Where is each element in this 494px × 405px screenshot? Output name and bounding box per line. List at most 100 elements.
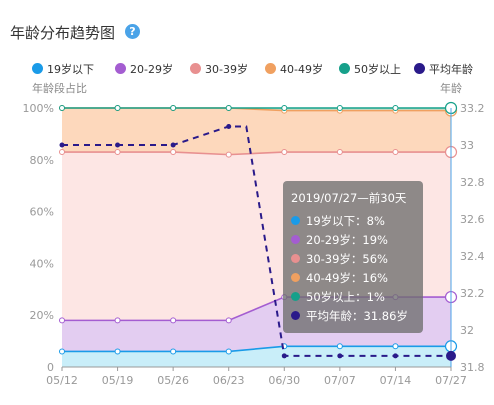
data-point — [225, 105, 232, 111]
data-point — [225, 317, 232, 324]
legend-item-40-49[interactable]: 40-49岁 — [265, 61, 323, 77]
data-point — [114, 348, 121, 355]
x-tick-label: 07/27 — [435, 374, 467, 387]
data-point — [170, 348, 177, 355]
data-point — [336, 105, 343, 111]
tooltip-row: 平均年龄：31.86岁 — [291, 308, 408, 324]
x-tick-label: 05/26 — [157, 374, 189, 387]
legend-dot — [339, 62, 350, 74]
legend-label: 20-29岁 — [130, 63, 173, 76]
legend-label: 平均年龄 — [429, 63, 473, 76]
data-point — [281, 149, 288, 156]
tooltip: 2019/07/27—前30天 19岁以下：8% 20-29岁：19% 30-3… — [283, 181, 423, 333]
x-tick-label: 07/07 — [324, 374, 356, 387]
chart-title: 年龄分布趋势图 — [10, 24, 116, 42]
x-tick-label: 07/14 — [380, 374, 412, 387]
legend-label: 30-39岁 — [205, 63, 248, 76]
x-tick-label: 05/19 — [102, 374, 134, 387]
avg-age-point — [115, 142, 121, 148]
data-point — [59, 105, 65, 111]
avg-age-point — [226, 124, 232, 129]
tooltip-dot — [291, 235, 300, 244]
y-tick-label: 80% — [30, 154, 54, 167]
avg-age-point — [170, 142, 176, 148]
tooltip-row: 19岁以下：8% — [291, 213, 385, 229]
y2-tick-label: 32.2 — [460, 287, 485, 300]
x-tick-label: 05/12 — [46, 374, 78, 387]
tooltip-row-text: 20-29岁：19% — [306, 233, 388, 247]
right-axis-title: 年龄 — [440, 82, 462, 95]
data-point — [392, 343, 399, 350]
y-tick-label: 100% — [23, 102, 54, 115]
data-point — [170, 317, 177, 324]
y-tick-label: 20% — [30, 309, 54, 322]
legend-item-30-39[interactable]: 30-39岁 — [190, 61, 248, 77]
data-point — [281, 105, 288, 111]
legend-item-under-19[interactable]: 19岁以下 — [32, 61, 94, 77]
legend-item-over-50[interactable]: 50岁以上 — [339, 61, 401, 77]
tooltip-row-text: 50岁以上：1% — [306, 290, 385, 304]
data-point — [170, 149, 177, 156]
tooltip-row: 50岁以上：1% — [291, 289, 385, 305]
left-axis-title: 年龄段占比 — [32, 82, 87, 95]
data-point — [59, 317, 65, 324]
tooltip-row-text: 30-39岁：56% — [306, 252, 388, 266]
area-40-49岁 — [62, 108, 451, 155]
avg-age-point — [392, 353, 398, 359]
help-icon[interactable]: ? — [125, 24, 140, 39]
tooltip-row: 40-49岁：16% — [291, 270, 388, 286]
y2-tick-label: 32.8 — [460, 176, 485, 189]
series-line — [62, 345, 451, 353]
data-point — [59, 149, 65, 156]
avg-age-point — [59, 142, 65, 148]
tooltip-dot — [291, 216, 300, 225]
tooltip-row-text: 平均年龄：31.86岁 — [306, 309, 408, 323]
tooltip-dot — [291, 254, 300, 263]
y-tick-label: 0 — [47, 361, 54, 374]
y2-tick-label: 32.6 — [460, 213, 485, 226]
y-tick-label: 60% — [30, 206, 54, 219]
tooltip-dot — [291, 273, 300, 282]
data-point — [392, 105, 399, 111]
y2-tick-label: 32.4 — [460, 250, 485, 263]
data-point — [170, 105, 177, 111]
data-point — [59, 348, 65, 355]
y2-tick-label: 31.8 — [460, 361, 485, 374]
legend-item-20-29[interactable]: 20-29岁 — [115, 61, 173, 77]
x-tick-label: 06/23 — [213, 374, 245, 387]
data-point — [114, 317, 121, 324]
tooltip-dot — [291, 292, 300, 301]
avg-age-point — [446, 350, 456, 361]
avg-age-line — [62, 125, 451, 357]
legend-dot — [190, 62, 201, 74]
x-tick-label: 06/30 — [268, 374, 300, 387]
legend-dot — [265, 62, 276, 74]
tooltip-row-text: 19岁以下：8% — [306, 214, 385, 228]
legend-label: 19岁以下 — [47, 63, 94, 76]
avg-age-point — [337, 353, 343, 359]
data-point — [392, 149, 399, 156]
legend-dot — [115, 62, 126, 74]
legend-label: 50岁以上 — [354, 63, 401, 76]
legend-dot — [32, 62, 43, 74]
data-point — [114, 149, 121, 156]
data-point — [336, 149, 343, 156]
y2-tick-label: 33 — [460, 139, 474, 152]
legend-label: 40-49岁 — [280, 63, 323, 76]
y2-tick-label: 33.2 — [460, 102, 485, 115]
legend-item-avg-age[interactable]: 平均年龄 — [414, 61, 473, 77]
avg-age-point — [281, 353, 287, 359]
tooltip-dot — [291, 311, 300, 320]
data-point — [114, 105, 121, 111]
data-point — [225, 151, 232, 158]
tooltip-title: 2019/07/27—前30天 — [291, 191, 407, 205]
series-line — [62, 151, 451, 156]
data-point — [225, 348, 232, 355]
data-point — [336, 343, 343, 350]
y2-tick-label: 32 — [460, 324, 474, 337]
legend-dot — [414, 62, 425, 74]
tooltip-row: 30-39岁：56% — [291, 251, 388, 267]
tooltip-row: 20-29岁：19% — [291, 232, 388, 248]
tooltip-row-text: 40-49岁：16% — [306, 271, 388, 285]
y-tick-label: 40% — [30, 257, 54, 270]
